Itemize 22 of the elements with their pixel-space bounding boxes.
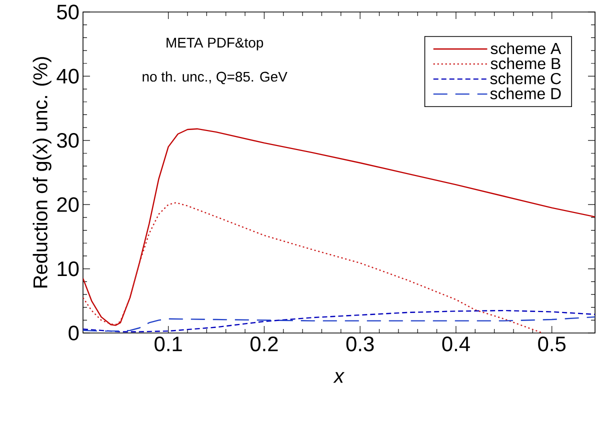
legend-label: scheme D — [490, 88, 561, 100]
y-tick-label: 50 — [57, 4, 79, 20]
legend-label: scheme B — [490, 58, 560, 70]
annotation: no th. unc., Q=85. GeV — [142, 71, 288, 84]
x-tick-label: 0.3 — [346, 336, 374, 352]
legend-label: scheme A — [490, 42, 562, 54]
line-series — [83, 202, 543, 333]
y-tick-label: 40 — [56, 68, 79, 84]
legend-label: scheme C — [490, 72, 561, 84]
y-axis-title: Reduction of g(x) unc. (%) — [32, 57, 52, 288]
line-series — [83, 128, 596, 326]
x-tick-label: 0.5 — [538, 336, 566, 352]
annotation: META PDF&top — [166, 38, 264, 50]
y-tick-label: 0 — [68, 326, 79, 340]
line-series — [83, 310, 596, 332]
x-tick-label: 0.4 — [442, 336, 470, 352]
y-tick-label: 20 — [57, 197, 79, 212]
y-tick-label: 10 — [58, 261, 79, 276]
y-tick-label: 30 — [57, 132, 79, 148]
x-axis-title: x — [333, 372, 345, 383]
x-tick-label: 0.2 — [250, 336, 278, 352]
x-tick-label: 0.1 — [154, 336, 182, 352]
